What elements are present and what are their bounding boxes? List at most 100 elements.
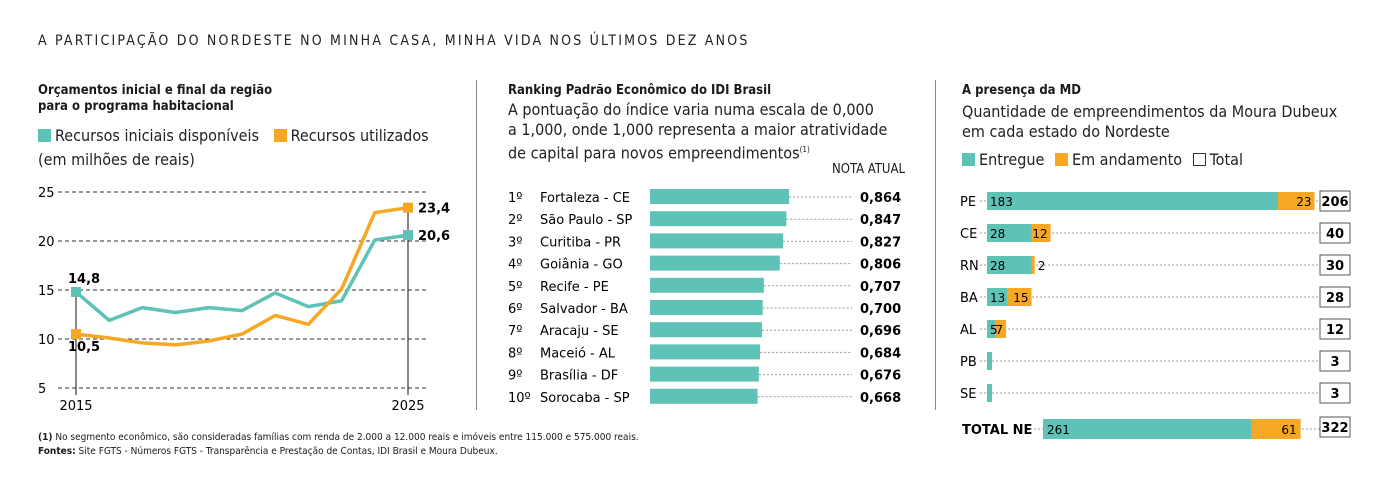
city-label: Recife - PE [540,280,609,295]
bar-label-andamento: 61 [1281,423,1296,437]
column-header: NOTA ATUAL [832,162,905,177]
desc-line: de capital para novos empreendimentos [508,143,800,163]
total-ne-label: TOTAL NE [962,423,1032,438]
state-label: PB [960,355,977,370]
bar-andamento [994,320,1007,338]
total-box [1319,222,1351,244]
rank-number: 1º [508,191,522,206]
legend-label: Recursos utilizados [290,126,429,145]
city-label: Maceió - AL [540,346,616,361]
unit-label: (em milhões de reais) [38,150,195,169]
total-value: 12 [1326,323,1344,338]
data-point-marker [403,202,413,213]
y-tick-label: 15 [38,284,55,299]
state-label: CE [960,227,977,242]
footnote-text: No segmento econômico, são consideradas … [52,432,639,443]
total-box [1319,318,1351,340]
panel3-description: Quantidade de empreendimentos da Moura D… [962,102,1337,142]
data-point-marker [71,286,81,297]
legend-label: Recursos iniciais disponíveis [55,126,259,145]
ranking-bar [650,322,763,338]
legend-swatch-orange [273,129,287,142]
city-label: Fortaleza - CE [540,191,630,206]
score-value: 0,684 [860,346,901,361]
heading-line: para o programa habitacional [38,99,234,114]
panel2-description: A pontuação do índice varia numa escala … [508,100,887,163]
ranking-bar [650,388,758,404]
panel2-heading: Ranking Padrão Econômico do IDI Brasil [508,83,772,98]
legend-label: Total [1209,150,1243,169]
score-value: 0,700 [860,302,901,317]
rank-number: 8º [508,346,522,361]
bar-label-entregue: 28 [990,227,1005,241]
bar-entregue [987,256,1032,274]
rank-number: 5º [508,280,522,295]
sources-text: Site FGTS - Números FGTS - Transparência… [75,446,498,457]
total-box [1319,350,1351,372]
ranking-bar [650,233,784,249]
bar-entregue [987,320,995,338]
score-value: 0,827 [860,235,901,250]
legend-swatch-total [1192,153,1206,166]
legend-swatch-andamento [1054,153,1068,166]
heading-line: Orçamentos inicial e final da região [38,83,273,98]
rank-number: 3º [508,235,522,250]
sources-label: Fontes: [38,446,76,457]
city-label: Sorocaba - SP [540,391,630,406]
legend-label: Entregue [979,150,1045,169]
city-label: Aracaju - SE [540,324,619,339]
panel1-legend: Recursos iniciais disponíveis Recursos u… [38,126,429,146]
series-line-iniciais [74,233,409,323]
score-value: 0,806 [860,258,901,273]
total-box [1319,254,1351,276]
bar-entregue [987,384,992,402]
total-box [1319,286,1351,308]
bar-andamento [1007,288,1032,306]
bar-entregue [987,352,992,370]
rank-number: 6º [508,302,522,317]
legend-label: Em andamento [1071,150,1183,169]
score-value: 0,676 [860,369,901,384]
score-value: 0,696 [860,324,901,339]
rank-number: 7º [508,324,522,339]
rank-number: 10º [508,391,531,406]
ranking-bar [650,277,764,293]
main-title: A PARTICIPAÇÃO DO NORDESTE NO MINHA CASA… [38,33,750,49]
legend-swatch-entregue [962,153,975,166]
total-box [1319,190,1351,212]
bar-label-andamento: 2 [1038,259,1046,273]
panel3-heading: A presença da MD [962,83,1081,98]
total-box [1319,416,1351,438]
bar-entregue [1043,419,1252,439]
state-label: PE [960,195,976,210]
rank-number: 4º [508,258,522,273]
ranking-bar [650,211,787,227]
ranking-bar [650,255,780,271]
y-tick-label: 5 [38,382,46,397]
desc-line: Quantidade de empreendimentos da Moura D… [962,102,1338,121]
series-line-utilizados [75,205,409,347]
score-value: 0,707 [860,280,901,295]
score-value: 0,668 [860,391,901,406]
bar-label-entregue: 13 [990,291,1005,305]
footnote-mark: (1) [38,432,53,443]
bar-label-entregue: 28 [990,259,1005,273]
y-tick-label: 20 [38,235,55,250]
bar-andamento [1277,192,1315,210]
data-point-marker [403,230,413,241]
x-tick-label: 2015 [59,399,92,414]
bar-andamento [1031,224,1051,242]
ranking-bar [650,366,759,382]
total-value: 3 [1330,387,1339,402]
panel1-heading: Orçamentos inicial e final da região par… [38,83,272,115]
total-value: 28 [1326,291,1344,306]
total-value: 30 [1326,259,1344,274]
data-label: 20,6 [418,229,450,244]
total-value: 322 [1321,421,1348,436]
bar-entregue [987,288,1008,306]
total-box [1319,382,1351,404]
state-label: AL [960,323,977,338]
md-chart: PE 183 23 206 CE 28 12 40 RN 28 2 30 BA 13 15 28 AL 57 12 P… [960,190,1351,439]
y-tick-label: 25 [38,186,55,201]
